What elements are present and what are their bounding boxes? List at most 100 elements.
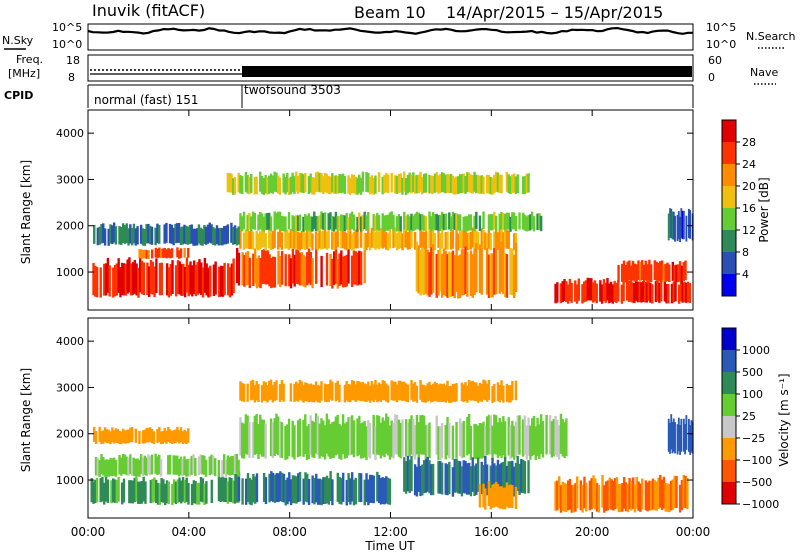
- data-cell-7-41: [313, 384, 316, 403]
- data-cell-3-141: [493, 231, 496, 250]
- data-cell-7-98: [415, 385, 419, 403]
- data-cell-3-142: [494, 415, 498, 455]
- data-cell-0-72: [219, 265, 223, 297]
- data-cell-0-58: [194, 264, 198, 297]
- data-cell-4-54: [336, 216, 339, 232]
- data-cell-7-13: [262, 381, 266, 401]
- data-cell-7-61: [349, 384, 352, 403]
- cpid-panel: CPID normal (fast) 151 twofsound 3503: [4, 83, 694, 108]
- data-cell-4-14: [264, 213, 267, 230]
- data-cell-4-65: [356, 216, 359, 232]
- ytick-label-0: 1000: [56, 266, 84, 279]
- data-cell-0-18: [122, 478, 126, 503]
- data-cell-8-33: [613, 280, 616, 302]
- data-cell-4-5: [248, 212, 251, 230]
- data-cell-4-1: [404, 461, 408, 494]
- data-cell-6-67: [347, 175, 350, 194]
- data-cell-6-69: [350, 174, 354, 194]
- data-cell-3-144: [498, 228, 501, 249]
- data-cell-3-101: [421, 231, 424, 250]
- data-cell-8-17: [584, 280, 588, 302]
- data-cell-8-38: [161, 430, 165, 444]
- data-cell-6-43: [631, 477, 635, 509]
- data-cell-5-80: [237, 226, 240, 245]
- data-cell-5-76: [230, 222, 233, 243]
- data-cell-3-61: [349, 230, 352, 249]
- data-cell-7-85: [392, 381, 395, 401]
- data-cell-8-29: [145, 427, 148, 443]
- data-cell-3-42: [314, 231, 318, 250]
- data-cell-4-60: [347, 216, 350, 232]
- ytick-label-3: 4000: [56, 335, 84, 348]
- data-cell-3-133: [478, 422, 482, 459]
- data-cell-1-53: [329, 471, 332, 502]
- data-cell-2-45: [174, 455, 177, 475]
- velocity-ylabel: Slant Range [km]: [19, 368, 33, 472]
- noise-panel: N.Sky 10^5 10^0 10^5 10^0 N.Search: [2, 21, 796, 51]
- data-cell-1-4: [241, 252, 244, 286]
- data-cell-2-6: [103, 459, 107, 477]
- data-cell-10-3: [671, 211, 674, 240]
- data-cell-0-21: [128, 480, 131, 504]
- data-cell-6-18: [259, 171, 262, 192]
- data-cell-3-89: [399, 229, 402, 249]
- data-cell-6-116: [435, 172, 438, 192]
- data-cell-7-23: [457, 255, 460, 299]
- data-cell-0-74: [223, 477, 226, 502]
- data-cell-0-22: [129, 480, 133, 504]
- data-cell-4-98: [415, 211, 419, 230]
- data-cell-5-39: [163, 224, 166, 244]
- data-cell-4-50: [329, 212, 332, 230]
- data-cell-7-126: [466, 385, 469, 403]
- data-cell-6-157: [509, 176, 512, 195]
- data-cell-3-44: [318, 423, 321, 459]
- data-cell-7-4: [246, 383, 249, 402]
- data-cell-4-16: [431, 463, 435, 496]
- data-cell-0-76: [226, 481, 230, 504]
- data-cell-7-151: [511, 380, 514, 401]
- colorbar-tick-label-3: 16: [742, 202, 756, 215]
- data-cell-3-79: [381, 229, 384, 249]
- data-cell-8-67: [674, 279, 677, 302]
- data-cell-3-159: [525, 425, 528, 460]
- data-cell-5-20: [514, 487, 518, 510]
- data-cell-5-29: [145, 224, 148, 244]
- time-axis-label: Time UT: [364, 539, 415, 553]
- data-cell-8-7: [105, 429, 109, 444]
- data-cell-3-117: [449, 231, 453, 250]
- data-cell-7-26: [462, 248, 465, 296]
- data-cell-7-30: [293, 383, 296, 402]
- data-cell-1-63: [347, 473, 350, 502]
- data-cell-0-16: [119, 267, 122, 298]
- data-cell-5-68: [215, 225, 219, 245]
- data-cell-3-95: [410, 228, 413, 248]
- data-cell-4-133: [478, 215, 482, 232]
- nave-band: [242, 66, 692, 77]
- data-cell-3-154: [516, 415, 519, 455]
- data-cell-6-34: [287, 178, 291, 195]
- data-cell-6-9: [570, 485, 574, 513]
- data-cell-0-62: [201, 267, 205, 298]
- data-cell-6-127: [455, 176, 458, 195]
- data-cell-6-42: [302, 174, 305, 193]
- data-cell-6-53: [650, 480, 653, 511]
- data-cell-5-5: [102, 223, 105, 244]
- data-cell-4-110: [437, 215, 440, 231]
- data-cell-5-3: [98, 226, 101, 245]
- data-cell-3-140: [491, 425, 494, 460]
- data-cell-3-16: [268, 229, 271, 249]
- data-cell-8-5: [102, 430, 105, 444]
- data-cell-9-15: [644, 260, 647, 281]
- data-cell-0-55: [189, 261, 192, 295]
- data-cell-1-60: [341, 256, 345, 288]
- data-cell-3-87: [395, 233, 399, 251]
- data-cell-3-122: [458, 228, 462, 249]
- data-cell-3-89: [399, 422, 402, 459]
- data-cell-9-13: [640, 260, 644, 280]
- colorbar-swatch-0: [722, 274, 736, 296]
- data-cell-6-45: [307, 176, 311, 194]
- data-cell-3-163: [532, 415, 536, 455]
- data-cell-1-26: [280, 250, 284, 285]
- data-cell-3-177: [557, 425, 561, 460]
